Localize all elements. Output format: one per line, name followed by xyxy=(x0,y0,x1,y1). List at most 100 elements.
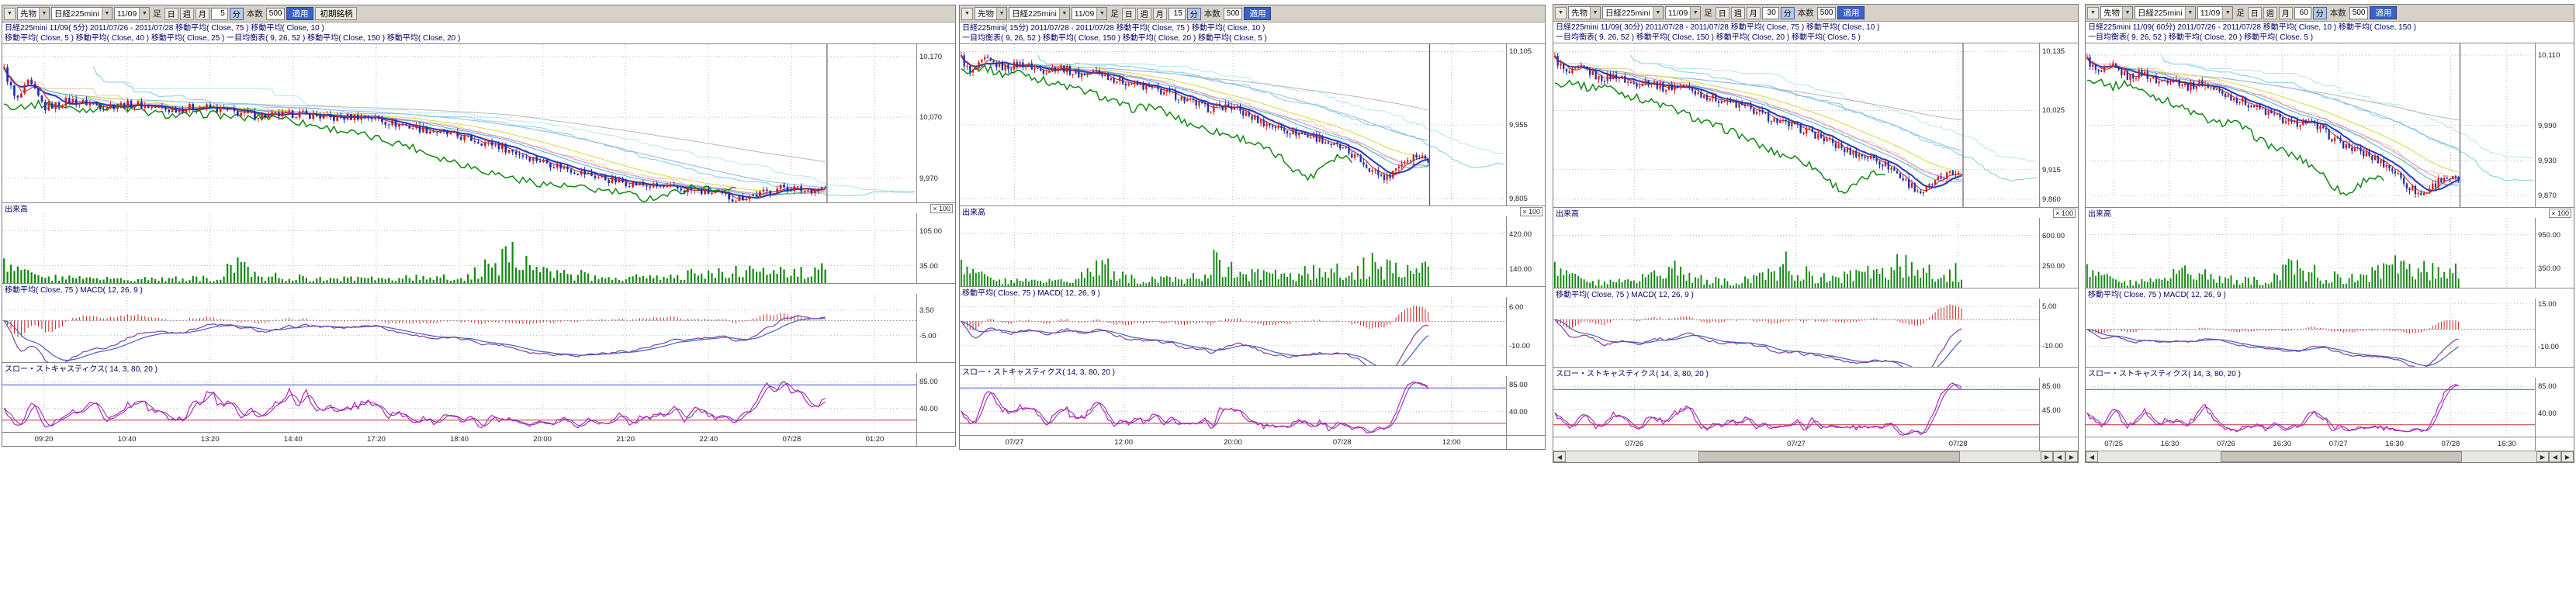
market-select[interactable]: 先物 ▼ xyxy=(1568,6,1601,19)
apply-button[interactable]: 適用 xyxy=(1837,6,1865,19)
contract-select[interactable]: 11/09 ▼ xyxy=(1664,6,1702,19)
macd-axis: 3.50 -5.00 xyxy=(916,294,955,362)
apply-button[interactable]: 適用 xyxy=(286,7,314,20)
page-right-button[interactable]: ▶ xyxy=(2561,451,2574,462)
volume-header: 出来高 × 100 xyxy=(2,203,955,214)
stochastics-chart[interactable] xyxy=(2086,378,2535,437)
page-left-button[interactable]: ◀ xyxy=(2549,451,2561,462)
symbol-select[interactable]: 日経225mini ▼ xyxy=(51,7,113,20)
chart-window-5min: ▼ 先物 ▼ 日経225mini ▼ 11/09 ▼ 足 日 週 月 5 分 本数 5… xyxy=(2,5,956,447)
market-select[interactable]: 先物 ▼ xyxy=(975,7,1007,20)
period-minute-button[interactable]: 分 xyxy=(1780,6,1795,19)
period-day-button[interactable]: 日 xyxy=(1121,7,1136,20)
volume-chart[interactable] xyxy=(2086,218,2535,288)
interval-input[interactable]: 60 xyxy=(2294,6,2311,19)
arrow-right-icon: ▶ xyxy=(2540,453,2546,461)
time-axis-label: 07/28 xyxy=(2441,440,2460,448)
interval-input[interactable]: 5 xyxy=(210,7,228,20)
scroll-right-button[interactable]: ▶ xyxy=(2041,451,2053,462)
default-symbol-button[interactable]: 初期銘柄 xyxy=(315,7,358,20)
period-day-button[interactable]: 日 xyxy=(164,7,178,20)
candlestick-chart[interactable] xyxy=(1553,43,2039,207)
contract-select[interactable]: 11/09 ▼ xyxy=(1071,7,1108,20)
period-minute-button[interactable]: 分 xyxy=(2312,6,2327,19)
macd-chart[interactable] xyxy=(1553,299,2039,367)
period-minute-button[interactable]: 分 xyxy=(1186,7,1201,20)
candlestick-chart[interactable] xyxy=(2,44,916,202)
macd-chart[interactable] xyxy=(960,297,1506,365)
contract-select[interactable]: 11/09 ▼ xyxy=(2197,6,2234,19)
apply-button[interactable]: 適用 xyxy=(2370,6,2398,19)
axis-tick-label: -10.00 xyxy=(2538,343,2559,351)
period-month-button[interactable]: 月 xyxy=(1746,6,1761,19)
apply-button[interactable]: 適用 xyxy=(1244,7,1272,20)
period-minute-button[interactable]: 分 xyxy=(229,7,244,20)
scroll-left-button[interactable]: ◀ xyxy=(2086,451,2098,462)
volume-chart[interactable] xyxy=(960,216,1506,286)
contract-select[interactable]: 11/09 ▼ xyxy=(113,7,151,20)
window-menu-button[interactable]: ▼ xyxy=(1555,6,1567,19)
bars-count-input[interactable]: 500 xyxy=(1816,6,1837,19)
stochastics-title: スロー・ストキャスティクス( 14, 3, 80, 20 ) xyxy=(1556,370,1709,378)
axis-tick-label: 9,955 xyxy=(1509,121,1528,130)
symbol-value: 日経225mini xyxy=(2138,9,2183,18)
horizontal-scrollbar[interactable]: ◀ ▶ ◀ ▶ xyxy=(2086,451,2574,462)
symbol-select[interactable]: 日経225mini ▼ xyxy=(2135,6,2196,19)
arrow-left-icon: ◀ xyxy=(2552,453,2558,461)
time-axis-corner xyxy=(2535,437,2574,451)
scrollbar-thumb[interactable] xyxy=(2221,451,2462,462)
time-axis-label: 13:20 xyxy=(200,435,220,444)
period-week-button[interactable]: 週 xyxy=(179,7,194,20)
period-day-button[interactable]: 日 xyxy=(1715,6,1729,19)
period-week-button[interactable]: 週 xyxy=(1730,6,1745,19)
macd-chart[interactable] xyxy=(2,294,916,362)
scrollbar-thumb[interactable] xyxy=(1698,451,1960,462)
candlestick-chart[interactable] xyxy=(960,44,1506,206)
period-month-button[interactable]: 月 xyxy=(195,7,209,20)
market-select[interactable]: 先物 ▼ xyxy=(2100,6,2133,19)
chevron-down-icon: ▼ xyxy=(2184,7,2195,19)
chart-window-60min: ▼ 先物 ▼ 日経225mini ▼ 11/09 ▼ 足 日 週 月 60 分 本数 … xyxy=(2085,4,2574,463)
interval-input[interactable]: 15 xyxy=(1168,7,1186,20)
axis-tick-label: 350.00 xyxy=(2538,264,2561,273)
axis-tick-label: 9,930 xyxy=(2538,157,2557,165)
chart-toolbar: ▼ 先物 ▼ 日経225mini ▼ 11/09 ▼ 足 日 週 月 5 分 本数 5… xyxy=(2,5,955,22)
symbol-select[interactable]: 日経225mini ▼ xyxy=(1009,7,1070,20)
period-week-button[interactable]: 週 xyxy=(2263,6,2277,19)
market-select[interactable]: 先物 ▼ xyxy=(17,7,50,20)
volume-chart[interactable] xyxy=(2,213,916,283)
scrollbar-track[interactable] xyxy=(1566,451,2041,462)
stochastics-chart[interactable] xyxy=(1553,378,2039,437)
scrollbar-track[interactable] xyxy=(2098,451,2536,462)
volume-chart[interactable] xyxy=(1553,218,2039,288)
period-week-button[interactable]: 週 xyxy=(1137,7,1151,20)
period-month-button[interactable]: 月 xyxy=(2278,6,2293,19)
time-axis-label: 16:30 xyxy=(2497,440,2516,448)
horizontal-scrollbar[interactable]: ◀ ▶ ◀ ▶ xyxy=(1553,451,2078,462)
symbol-select[interactable]: 日経225mini ▼ xyxy=(1602,6,1664,19)
axis-tick-label: 45.00 xyxy=(2042,406,2061,415)
window-menu-button[interactable]: ▼ xyxy=(4,7,16,20)
stochastics-chart[interactable] xyxy=(2,373,916,432)
bars-count-input[interactable]: 500 xyxy=(2349,6,2369,19)
scroll-left-button[interactable]: ◀ xyxy=(1553,451,1566,462)
chart-toolbar: ▼ 先物 ▼ 日経225mini ▼ 11/09 ▼ 足 日 週 月 15 分 本数 … xyxy=(960,5,1545,22)
time-axis-label: 07/28 xyxy=(782,435,802,444)
macd-chart[interactable] xyxy=(2086,299,2535,367)
chart-legend: 日経225mini 11/09( 5分) 2011/07/26 - 2011/0… xyxy=(2,22,955,43)
candlestick-chart[interactable] xyxy=(2086,43,2535,207)
page-right-button[interactable]: ▶ xyxy=(2065,451,2078,462)
stochastics-chart[interactable] xyxy=(960,376,1506,435)
scroll-right-button[interactable]: ▶ xyxy=(2536,451,2549,462)
bars-count-input[interactable]: 500 xyxy=(1223,7,1243,20)
interval-input[interactable]: 30 xyxy=(1761,6,1779,19)
window-menu-button[interactable]: ▼ xyxy=(2087,6,2099,19)
volume-title: 出来高 xyxy=(1556,210,1579,219)
page-left-button[interactable]: ◀ xyxy=(2053,451,2065,462)
period-day-button[interactable]: 日 xyxy=(2247,6,2262,19)
window-menu-button[interactable]: ▼ xyxy=(961,7,973,20)
price-axis: 10,110 9,990 9,930 9,870 xyxy=(2535,43,2574,207)
period-month-button[interactable]: 月 xyxy=(1152,7,1167,20)
bars-count-input[interactable]: 500 xyxy=(265,7,286,20)
stochastics-pane: スロー・ストキャスティクス( 14, 3, 80, 20 ) 85.00 40.0… xyxy=(960,365,1545,435)
